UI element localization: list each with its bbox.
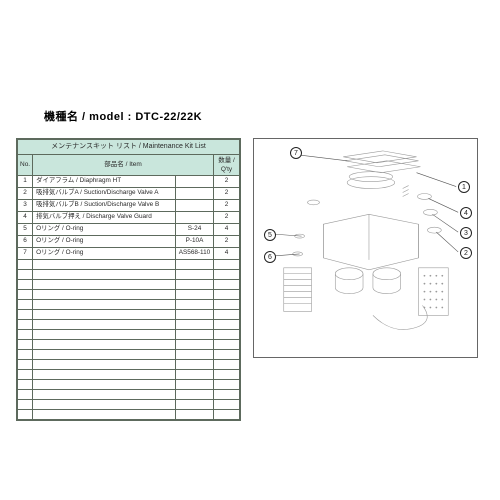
model-value: DTC-22/22K	[135, 111, 202, 123]
callout-7: 7	[290, 147, 302, 159]
content-row: メンテナンスキット リスト / Maintenance Kit List No.…	[16, 138, 484, 421]
cell-qty: 4	[214, 247, 240, 259]
cell-item: 吸排気バルブB / Suction/Discharge Valve B	[33, 199, 176, 211]
maintenance-kit-table: メンテナンスキット リスト / Maintenance Kit List No.…	[16, 138, 241, 421]
callout-3: 3	[460, 227, 472, 239]
table-row: 7Oリング / O-ringAS568-1104	[18, 247, 240, 259]
model-label-jp: 機種名	[44, 111, 79, 123]
head-item: 部品名 / Item	[33, 154, 214, 175]
table-row	[18, 339, 240, 349]
cell-qty: 2	[214, 175, 240, 187]
cell-no: 2	[18, 187, 33, 199]
model-label-en: model	[89, 111, 124, 123]
table-row: 4排気バルブ押え / Discharge Valve Guard 2	[18, 211, 240, 223]
cell-no: 5	[18, 223, 33, 235]
cell-qty: 2	[214, 187, 240, 199]
cell-no: 7	[18, 247, 33, 259]
cell-no: 4	[18, 211, 33, 223]
head-no: No.	[18, 154, 33, 175]
cell-item: 吸排気バルブA / Suction/Discharge Valve A	[33, 187, 176, 199]
cell-code: P-10A	[176, 235, 214, 247]
cell-code	[176, 187, 214, 199]
table-row	[18, 329, 240, 339]
table-row	[18, 289, 240, 299]
table-row: 5Oリング / O-ringS-244	[18, 223, 240, 235]
cell-qty: 2	[214, 199, 240, 211]
table-title-row: メンテナンスキット リスト / Maintenance Kit List	[18, 140, 240, 155]
cell-code: S-24	[176, 223, 214, 235]
table-row	[18, 269, 240, 279]
table-row: 6Oリング / O-ringP-10A2	[18, 235, 240, 247]
model-sep: :	[124, 111, 135, 123]
cell-no: 1	[18, 175, 33, 187]
table-title-en: Maintenance Kit List	[143, 143, 206, 150]
table-row: 1ダイアフラム / Diaphragm HT 2	[18, 175, 240, 187]
cell-no: 3	[18, 199, 33, 211]
model-line: 機種名 / model : DTC-22/22K	[16, 108, 484, 124]
callout-5: 5	[264, 229, 276, 241]
cell-item: Oリング / O-ring	[33, 247, 176, 259]
table-row: 3吸排気バルブB / Suction/Discharge Valve B 2	[18, 199, 240, 211]
cell-code	[176, 175, 214, 187]
model-label-sep: /	[79, 111, 90, 123]
cell-no: 6	[18, 235, 33, 247]
exploded-diagram: 7 1 4 3 2 5 6	[253, 138, 478, 358]
cell-item: Oリング / O-ring	[33, 223, 176, 235]
cell-qty: 4	[214, 223, 240, 235]
table-row	[18, 369, 240, 379]
table-row: 2吸排気バルブA / Suction/Discharge Valve A2	[18, 187, 240, 199]
cell-qty: 2	[214, 211, 240, 223]
table-body: 1ダイアフラム / Diaphragm HT22吸排気バルブA / Suctio…	[18, 175, 240, 419]
cell-item: Oリング / O-ring	[33, 235, 176, 247]
callout-4: 4	[460, 207, 472, 219]
table-title-jp: メンテナンスキット リスト	[51, 143, 137, 150]
table-row	[18, 319, 240, 329]
table-row	[18, 389, 240, 399]
kit-table: メンテナンスキット リスト / Maintenance Kit List No.…	[17, 139, 240, 420]
callout-6: 6	[264, 251, 276, 263]
callout-1: 1	[458, 181, 470, 193]
table-row	[18, 349, 240, 359]
table-row	[18, 399, 240, 409]
table-row	[18, 279, 240, 289]
table-head-row: No. 部品名 / Item 数量 / Q'ty	[18, 154, 240, 175]
table-row	[18, 309, 240, 319]
cell-code	[176, 211, 214, 223]
callout-2: 2	[460, 247, 472, 259]
cell-code	[176, 199, 214, 211]
cell-qty: 2	[214, 235, 240, 247]
head-qty: 数量 / Q'ty	[214, 154, 240, 175]
table-title: メンテナンスキット リスト / Maintenance Kit List	[18, 140, 240, 155]
cell-item: 排気バルブ押え / Discharge Valve Guard	[33, 211, 176, 223]
table-row	[18, 409, 240, 419]
diagram-svg	[254, 139, 477, 357]
table-row	[18, 299, 240, 309]
table-row	[18, 259, 240, 269]
table-row	[18, 379, 240, 389]
cell-code: AS568-110	[176, 247, 214, 259]
cell-item: ダイアフラム / Diaphragm HT	[33, 175, 176, 187]
table-row	[18, 359, 240, 369]
